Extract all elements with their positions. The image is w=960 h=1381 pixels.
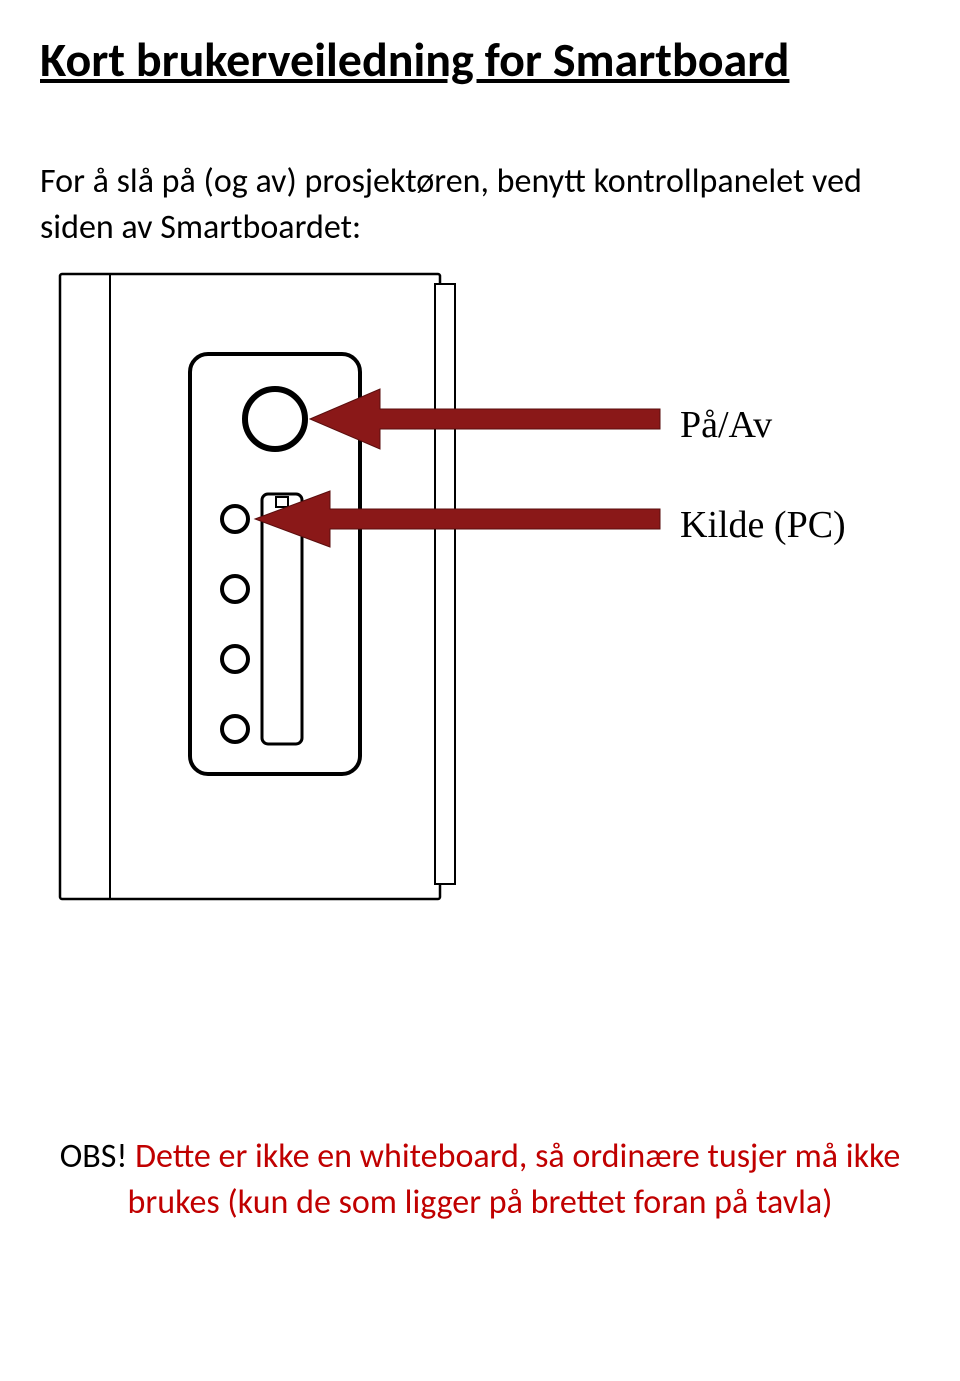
annotation-source-label: Kilde (PC) xyxy=(680,504,846,546)
arrow-power xyxy=(310,389,660,449)
intro-paragraph: For å slå på (og av) prosjektøren, benyt… xyxy=(40,159,920,251)
warning-line2: brukes (kun de som ligger på brettet for… xyxy=(128,1182,833,1223)
page-title: Kort brukerveiledning for Smartboard xyxy=(40,30,920,89)
power-button-icon xyxy=(245,389,305,449)
diagram-svg: På/Av Kilde (PC) xyxy=(40,269,920,909)
warning-paragraph: OBS! Dette er ikke en whiteboard, så ord… xyxy=(40,1134,920,1226)
document-page: Kort brukerveiledning for Smartboard For… xyxy=(0,0,960,1381)
warning-line1: Dette er ikke en whiteboard, så ordinære… xyxy=(127,1136,900,1177)
arrow-source xyxy=(255,491,660,547)
warning-lead: OBS! xyxy=(60,1136,128,1177)
control-panel-diagram: På/Av Kilde (PC) xyxy=(40,269,920,914)
annotation-power-label: På/Av xyxy=(680,404,772,446)
